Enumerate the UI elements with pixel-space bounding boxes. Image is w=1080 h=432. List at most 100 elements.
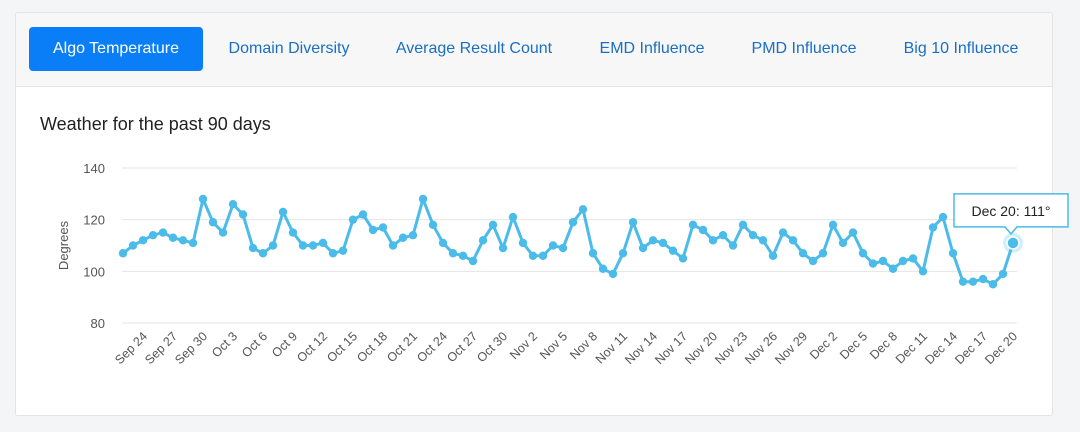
data-point [608, 269, 618, 279]
data-point [328, 249, 338, 258]
x-tick-label: Oct 6 [239, 329, 270, 360]
data-point [258, 249, 268, 258]
data-point [208, 218, 218, 227]
data-point [908, 254, 918, 263]
data-point [178, 236, 188, 245]
data-point [728, 241, 738, 250]
tab-domain-diversity[interactable]: Domain Diversity [228, 40, 350, 57]
data-point [928, 223, 938, 232]
x-tick-label: Dec 5 [837, 329, 870, 362]
data-point [408, 230, 418, 240]
x-tick-label: Oct 30 [474, 329, 510, 365]
x-tick-label: Dec 17 [952, 329, 990, 367]
data-point [278, 207, 288, 217]
data-point [428, 220, 438, 230]
x-tick-label: Oct 12 [294, 329, 330, 365]
data-point [818, 249, 828, 258]
data-point [678, 254, 688, 263]
data-point [938, 212, 948, 222]
data-point [648, 236, 658, 245]
data-point [558, 243, 568, 253]
data-point [988, 280, 998, 289]
x-tick-label: Nov 2 [507, 329, 540, 362]
data-point [968, 277, 978, 286]
tab-average-result-count[interactable]: Average Result Count [395, 40, 553, 57]
data-point [518, 238, 528, 248]
data-point [488, 220, 498, 230]
data-point [598, 264, 608, 273]
x-tick-label: Oct 27 [444, 329, 480, 365]
data-point [188, 238, 198, 248]
data-point [618, 249, 628, 258]
data-point [288, 228, 298, 237]
data-point [218, 228, 228, 237]
tab-algo-temperature[interactable]: Algo Temperature [29, 27, 203, 71]
chart-panel: Algo Temperature Domain Diversity Averag… [15, 12, 1053, 416]
x-tick-label: Nov 14 [622, 329, 660, 367]
data-point [658, 238, 668, 248]
x-tick-label: Oct 3 [209, 329, 240, 360]
data-point [508, 212, 518, 222]
data-point [898, 256, 908, 266]
data-point [238, 210, 248, 219]
x-tick-label: Sep 24 [112, 329, 150, 367]
data-point [718, 230, 728, 240]
x-tick-label: Dec 14 [922, 329, 960, 367]
data-point [978, 274, 988, 284]
y-tick-label: 80 [91, 316, 105, 331]
data-point [458, 251, 468, 261]
x-tick-label: Nov 17 [652, 329, 690, 367]
data-point [438, 238, 448, 248]
data-point [948, 249, 958, 258]
data-point [368, 225, 378, 235]
data-point [198, 194, 208, 204]
data-point [918, 267, 928, 276]
x-tick-label: Sep 30 [172, 329, 210, 367]
data-point [318, 238, 328, 248]
x-tick-label: Dec 2 [807, 329, 840, 362]
x-tick-label: Nov 5 [537, 329, 570, 362]
data-point [848, 228, 858, 237]
y-tick-label: 100 [83, 264, 105, 279]
y-tick-label: 140 [83, 161, 105, 176]
data-point [168, 233, 178, 242]
data-point [708, 236, 718, 245]
data-point [128, 241, 138, 250]
y-axis-label: Degrees [56, 220, 71, 270]
tab-emd-influence[interactable]: EMD Influence [599, 40, 705, 57]
data-point [528, 251, 538, 261]
tab-big-10-influence[interactable]: Big 10 Influence [903, 40, 1019, 57]
data-point [828, 220, 838, 230]
data-point [878, 256, 888, 266]
data-point [298, 241, 308, 250]
x-tick-label: Nov 20 [682, 329, 720, 367]
x-tick-label: Nov 29 [772, 329, 810, 367]
data-point [888, 264, 898, 273]
data-point [778, 228, 788, 237]
tab-pmd-influence[interactable]: PMD Influence [751, 40, 857, 57]
data-point [308, 241, 318, 250]
data-point [538, 251, 548, 261]
data-point-highlighted [1006, 236, 1020, 250]
data-point [578, 205, 588, 214]
data-point [348, 215, 358, 224]
data-point [958, 277, 968, 286]
data-point [138, 236, 148, 245]
data-point [568, 218, 578, 227]
data-point [468, 256, 478, 266]
y-tick-label: 120 [83, 213, 105, 228]
x-tick-label: Oct 24 [414, 329, 450, 365]
data-point [158, 228, 168, 237]
data-point [418, 194, 428, 204]
data-point [788, 236, 798, 245]
data-point [498, 243, 508, 253]
data-point [228, 199, 238, 209]
data-point [378, 223, 388, 232]
data-point [588, 249, 598, 258]
data-point [388, 241, 398, 250]
data-point [338, 246, 348, 255]
data-point [808, 256, 818, 266]
x-tick-label: Nov 26 [742, 329, 780, 367]
tab-bar: Algo Temperature Domain Diversity Averag… [16, 13, 1052, 87]
